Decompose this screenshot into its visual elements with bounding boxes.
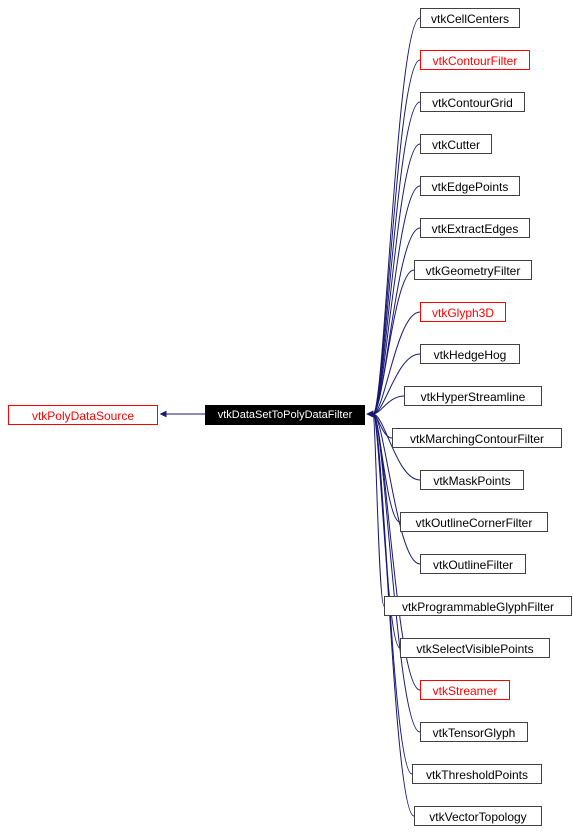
node-label: vtkPolyDataSource [32, 409, 134, 423]
node-child[interactable]: vtkSelectVisiblePoints [400, 638, 550, 658]
node-label: vtkMarchingContourFilter [410, 432, 544, 446]
node-child[interactable]: vtkContourGrid [420, 92, 525, 112]
node-label: vtkExtractEdges [432, 222, 519, 236]
node-child[interactable]: vtkStreamer [420, 680, 510, 700]
node-label: vtkProgrammableGlyphFilter [402, 600, 554, 614]
node-child[interactable]: vtkHyperStreamline [404, 386, 542, 406]
node-label: vtkOutlineFilter [433, 558, 513, 572]
node-child[interactable]: vtkProgrammableGlyphFilter [384, 596, 572, 616]
node-label: vtkCutter [432, 138, 480, 152]
node-label: vtkContourFilter [433, 54, 518, 68]
node-label: vtkContourGrid [432, 96, 513, 110]
node-label: vtkEdgePoints [432, 180, 509, 194]
node-child[interactable]: vtkOutlineFilter [420, 554, 526, 574]
node-label: vtkCellCenters [431, 12, 509, 26]
node-child[interactable]: vtkContourFilter [420, 50, 530, 70]
node-child[interactable]: vtkOutlineCornerFilter [400, 512, 548, 532]
node-child[interactable]: vtkTensorGlyph [420, 722, 528, 742]
node-child[interactable]: vtkGeometryFilter [414, 260, 532, 280]
node-vtk-poly-data-source[interactable]: vtkPolyDataSource [8, 405, 158, 425]
node-label: vtkGlyph3D [432, 306, 494, 320]
node-label: vtkSelectVisiblePoints [416, 642, 533, 656]
node-child[interactable]: vtkExtractEdges [420, 218, 530, 238]
node-child[interactable]: vtkHedgeHog [420, 344, 520, 364]
node-child[interactable]: vtkCellCenters [420, 8, 520, 28]
node-child[interactable]: vtkVectorTopology [414, 806, 542, 826]
node-label: vtkThresholdPoints [426, 768, 528, 782]
node-label: vtkDataSetToPolyDataFilter [218, 409, 353, 422]
node-child[interactable]: vtkMaskPoints [420, 470, 524, 490]
node-label: vtkGeometryFilter [426, 264, 521, 278]
node-child[interactable]: vtkThresholdPoints [412, 764, 542, 784]
diagram-canvas: { "canvas": { "width": 573, "height": 83… [0, 0, 573, 832]
node-label: vtkMaskPoints [433, 474, 510, 488]
node-label: vtkHedgeHog [434, 348, 507, 362]
node-child[interactable]: vtkEdgePoints [420, 176, 520, 196]
node-child[interactable]: vtkMarchingContourFilter [392, 428, 562, 448]
node-child[interactable]: vtkGlyph3D [420, 302, 506, 322]
node-child[interactable]: vtkCutter [420, 134, 492, 154]
node-label: vtkHyperStreamline [421, 390, 526, 404]
node-vtk-data-set-to-poly-data-filter[interactable]: vtkDataSetToPolyDataFilter [205, 405, 365, 425]
node-label: vtkTensorGlyph [433, 726, 516, 740]
node-label: vtkStreamer [433, 684, 498, 698]
node-label: vtkVectorTopology [429, 810, 526, 824]
node-label: vtkOutlineCornerFilter [416, 516, 533, 530]
